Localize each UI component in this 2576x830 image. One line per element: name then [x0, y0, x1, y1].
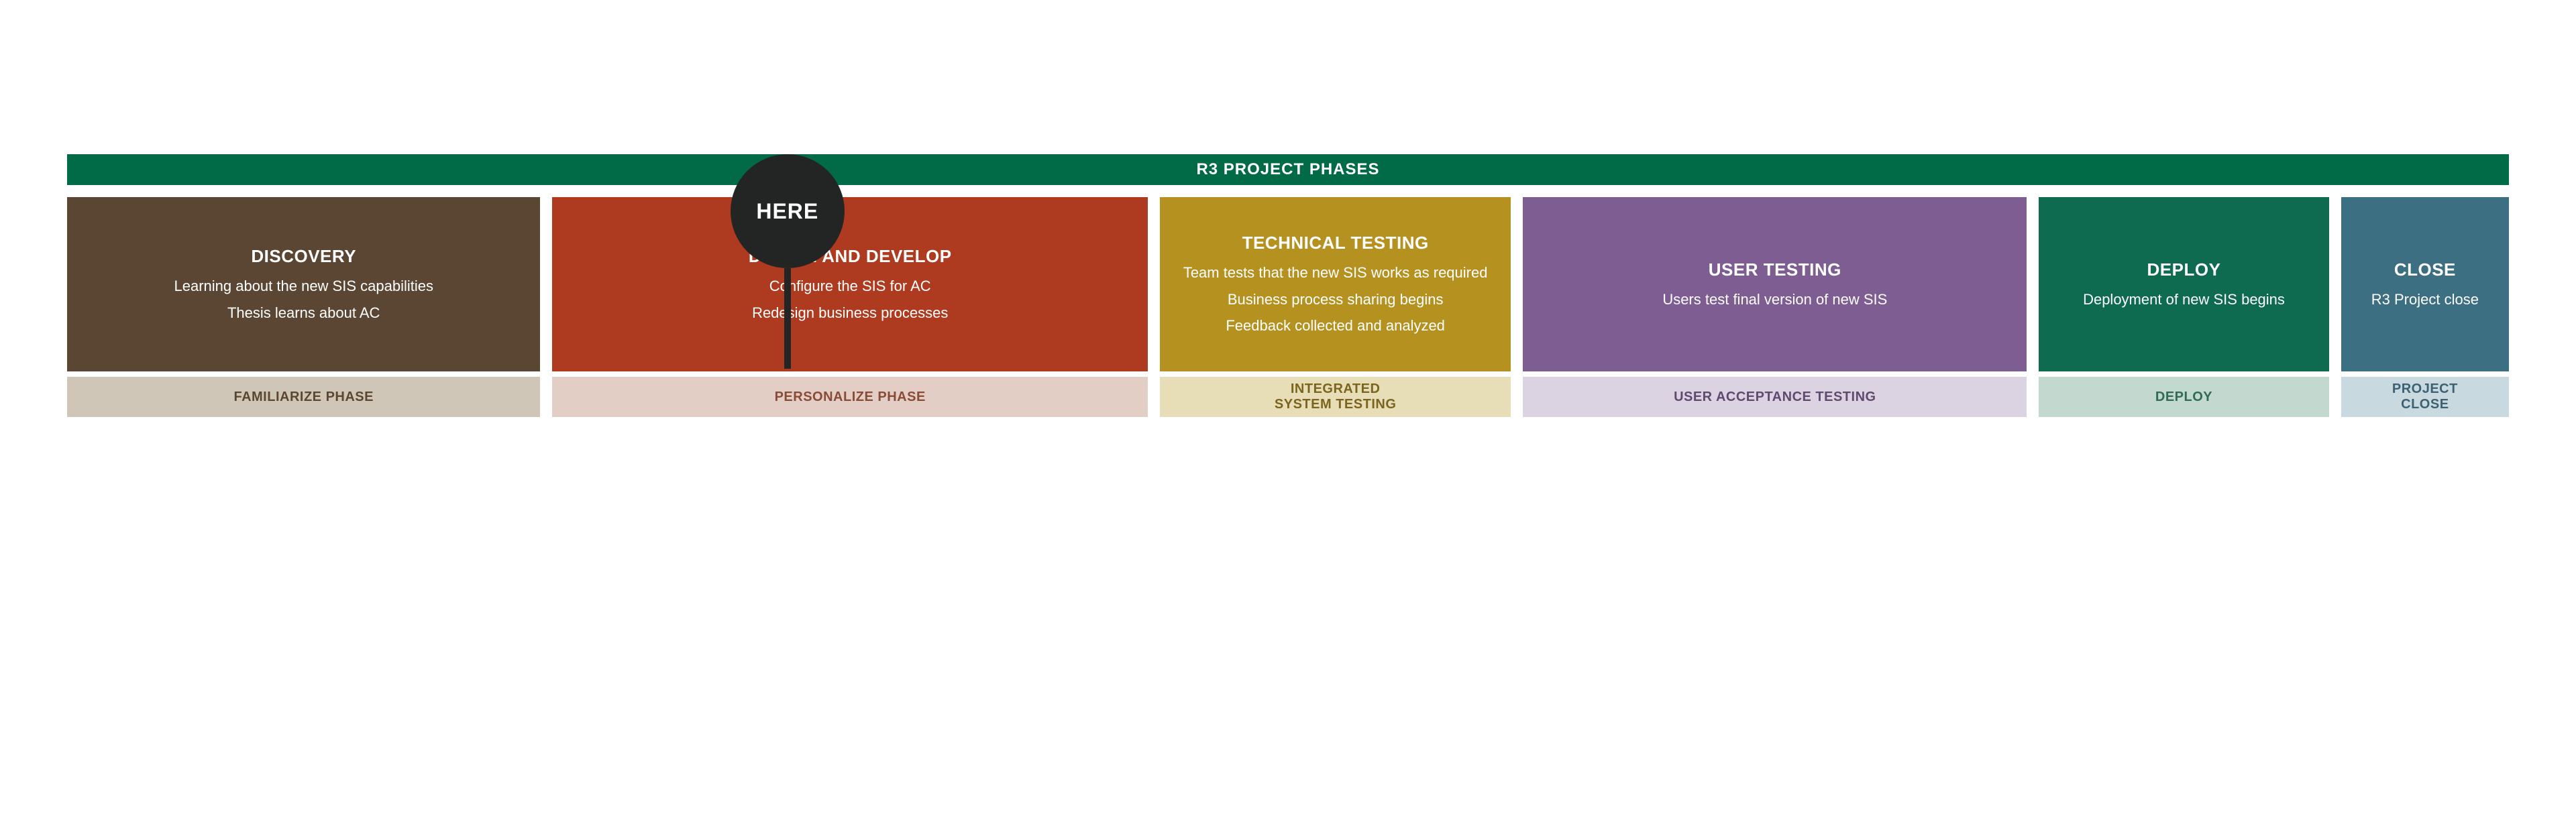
phase-description: R3 Project close — [2371, 290, 2479, 310]
phase-footer: DEPLOY — [2039, 377, 2328, 417]
phase-column: USER TESTING Users test final version of … — [1523, 197, 2027, 417]
phase-footer: PERSONALIZE PHASE — [552, 377, 1148, 417]
phase-title: USER TESTING — [1709, 259, 1841, 280]
phase-description: Team tests that the new SIS works as req… — [1183, 263, 1488, 283]
header-title: R3 PROJECT PHASES — [1196, 160, 1379, 179]
phase-description: Thesis learns about AC — [227, 303, 380, 323]
here-marker: HERE — [731, 154, 845, 369]
phase-description: Business process sharing begins — [1228, 290, 1444, 310]
phases-row: DISCOVERY Learning about the new SIS capa… — [67, 197, 2509, 417]
phase-footer: FAMILIARIZE PHASE — [67, 377, 540, 417]
phase-footer: PROJECTCLOSE — [2341, 377, 2509, 417]
phase-description: Users test final version of new SIS — [1662, 290, 1887, 310]
phase-title: TECHNICAL TESTING — [1242, 233, 1429, 253]
here-marker-circle: HERE — [731, 154, 845, 268]
phase-footer: INTEGRATEDSYSTEM TESTING — [1160, 377, 1511, 417]
phase-column: TECHNICAL TESTING Team tests that the new… — [1160, 197, 1511, 417]
header-bar: R3 PROJECT PHASES — [67, 154, 2509, 185]
phase-card: DEPLOY Deployment of new SIS begins — [2039, 197, 2328, 371]
phase-title: CLOSE — [2394, 259, 2456, 280]
diagram-root: HERE R3 PROJECT PHASES DISCOVERY Learning… — [67, 154, 2509, 417]
phase-column: DEPLOY Deployment of new SIS begins DEPLOY — [2039, 197, 2328, 417]
phase-card: CLOSE R3 Project close — [2341, 197, 2509, 371]
here-marker-label: HERE — [756, 199, 818, 224]
phase-column: CLOSE R3 Project close PROJECTCLOSE — [2341, 197, 2509, 417]
phase-column: DISCOVERY Learning about the new SIS capa… — [67, 197, 540, 417]
phase-title: DISCOVERY — [251, 246, 356, 267]
phase-card: USER TESTING Users test final version of … — [1523, 197, 2027, 371]
phase-description: Learning about the new SIS capabilities — [174, 276, 433, 296]
phase-card: DESIGN AND DEVELOPConfigure the SIS for … — [552, 197, 1148, 371]
phase-footer: USER ACCEPTANCE TESTING — [1523, 377, 2027, 417]
phase-description: Deployment of new SIS begins — [2083, 290, 2285, 310]
here-marker-stem — [784, 268, 791, 369]
phase-description: Feedback collected and analyzed — [1226, 316, 1445, 336]
phase-card: DISCOVERY Learning about the new SIS capa… — [67, 197, 540, 371]
phase-title: DEPLOY — [2147, 259, 2221, 280]
phase-card: TECHNICAL TESTING Team tests that the new… — [1160, 197, 1511, 371]
phase-column: DESIGN AND DEVELOPConfigure the SIS for … — [552, 197, 1148, 417]
